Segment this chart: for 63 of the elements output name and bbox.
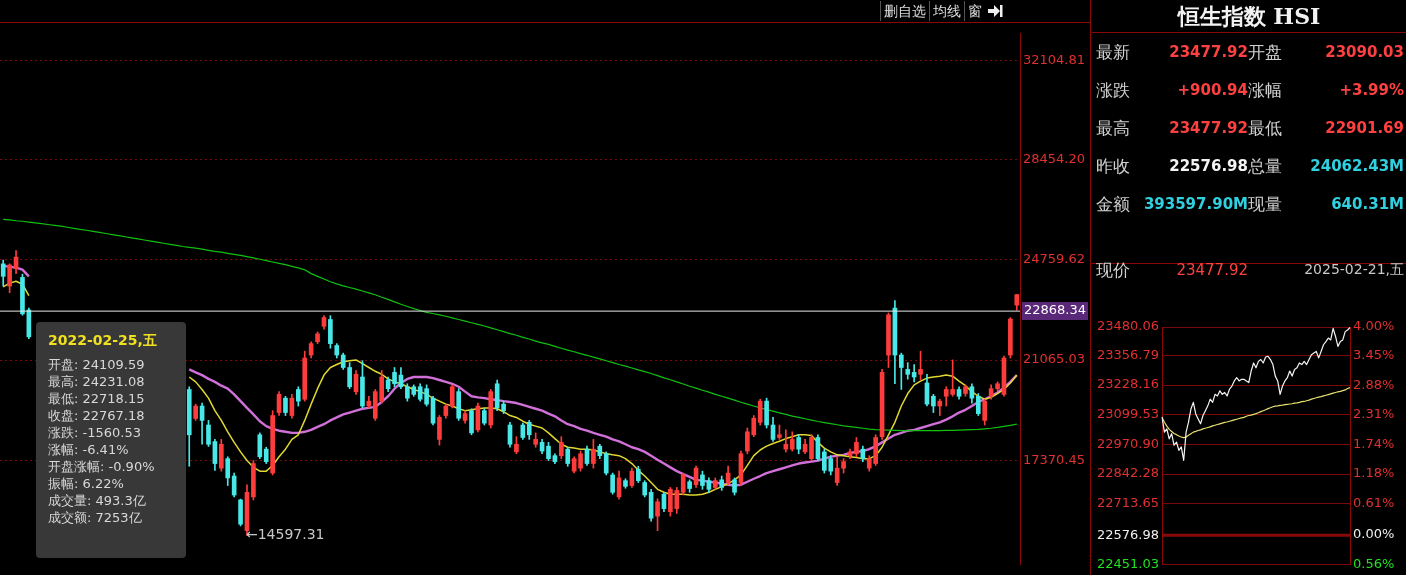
y-tick-label: 21065.03 bbox=[1023, 351, 1086, 367]
annotation: 成交额: 7253亿 bbox=[48, 509, 143, 526]
y2-tick-label: 1.74% bbox=[1353, 435, 1395, 451]
annotation: 收盘: 22767.18 bbox=[48, 407, 146, 424]
text: 开盘 bbox=[1248, 40, 1283, 64]
y-tick-label: 22970.90 bbox=[1096, 435, 1159, 451]
y-tick-label: 22451.03 bbox=[1096, 555, 1159, 571]
y-tick-label: 23099.53 bbox=[1096, 406, 1159, 422]
annotation: 涨幅: -6.41% bbox=[48, 441, 130, 458]
text: 393597.90M bbox=[1142, 195, 1248, 213]
annotation: 最高: 24231.08 bbox=[48, 373, 146, 390]
y-tick-label: 23228.16 bbox=[1096, 376, 1159, 392]
y-tick-label: 17370.45 bbox=[1023, 451, 1086, 467]
annotation: 开盘涨幅: -0.90% bbox=[48, 458, 156, 475]
text: +900.94 bbox=[1176, 81, 1248, 99]
annotation: 振幅: 6.22% bbox=[48, 475, 125, 492]
y-tick-label: 22713.65 bbox=[1096, 495, 1159, 511]
y2-tick-label: 0.61% bbox=[1353, 494, 1395, 510]
y2-tick-label: 2.88% bbox=[1353, 376, 1395, 392]
text: 现量 bbox=[1248, 192, 1283, 216]
text: 总量 bbox=[1248, 154, 1283, 178]
annotation: 最低: 22718.15 bbox=[48, 390, 146, 407]
y2-tick-label: 1.18% bbox=[1353, 465, 1395, 481]
y-tick-label: 22842.28 bbox=[1096, 465, 1159, 481]
text: 2022-02-25,五 bbox=[48, 332, 158, 350]
text: 昨收 bbox=[1096, 154, 1131, 178]
text: 涨跌 bbox=[1096, 78, 1131, 102]
annotation: 成交量: 493.3亿 bbox=[48, 492, 147, 509]
y2-tick-label: 3.45% bbox=[1353, 346, 1395, 362]
y2-tick-label: 0.00% bbox=[1353, 526, 1395, 542]
y2-tick-label: 4.00% bbox=[1353, 318, 1395, 334]
text: 涨幅 bbox=[1248, 78, 1283, 102]
text: 窗 bbox=[964, 1, 985, 21]
text: 2025-02-21,五 bbox=[1303, 261, 1404, 279]
ref-line-label: 22868.34 bbox=[1024, 302, 1087, 318]
text: 640.31M bbox=[1330, 195, 1404, 213]
annotation: 涨跌: -1560.53 bbox=[48, 424, 142, 441]
y-tick-label: 32104.81 bbox=[1023, 51, 1086, 67]
text: 均线 bbox=[929, 1, 964, 21]
text: 最低 bbox=[1248, 116, 1283, 140]
text: 24062.43M bbox=[1309, 157, 1404, 175]
text: 删自选 bbox=[880, 1, 929, 21]
y-tick-label: 23480.06 bbox=[1096, 318, 1159, 334]
text: 23477.92 bbox=[1168, 43, 1248, 61]
text: 22576.98 bbox=[1168, 157, 1248, 175]
text: 23090.03 bbox=[1324, 43, 1404, 61]
text: 23477.92 bbox=[1175, 261, 1248, 279]
annotation: 开盘: 24109.59 bbox=[48, 356, 146, 373]
text: 22901.69 bbox=[1324, 119, 1404, 137]
text: 23477.92 bbox=[1168, 119, 1248, 137]
text: 最高 bbox=[1096, 116, 1131, 140]
text: 金额 bbox=[1096, 192, 1131, 216]
y-tick-label: 23356.79 bbox=[1096, 346, 1159, 362]
annotation: ←14597.31 bbox=[245, 526, 325, 543]
y2-tick-label: 2.31% bbox=[1353, 406, 1395, 422]
text: 最新 bbox=[1096, 40, 1131, 64]
y-tick-label: 28454.20 bbox=[1023, 150, 1086, 166]
text: +3.99% bbox=[1338, 81, 1404, 99]
y-tick-label: 22576.98 bbox=[1096, 526, 1159, 542]
text: 恒生指数 HSI bbox=[1092, 0, 1406, 33]
y-tick-label: 24759.62 bbox=[1023, 251, 1086, 267]
text: 现价 bbox=[1096, 258, 1131, 282]
y2-tick-label: 0.56% bbox=[1353, 555, 1395, 571]
